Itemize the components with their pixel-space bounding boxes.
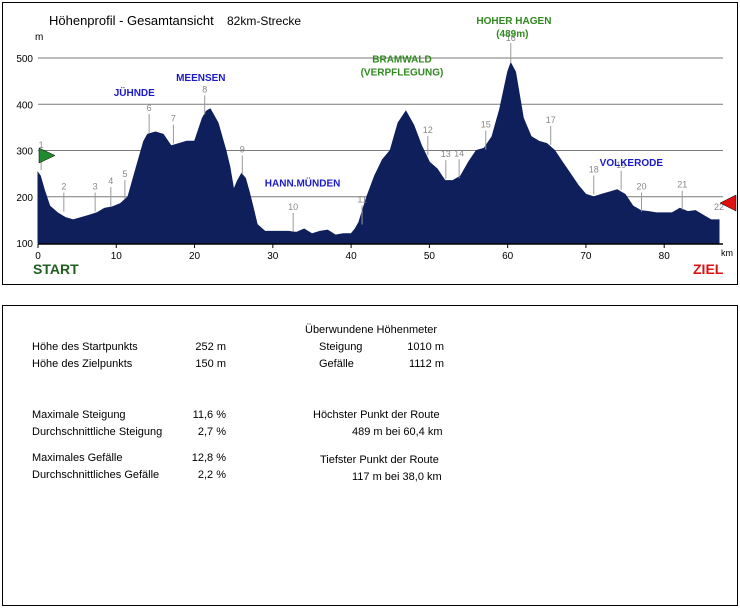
y-axis-unit-label: m — [35, 32, 43, 43]
waypoint-label: 9 — [240, 145, 245, 155]
chart-title: Höhenprofil - Gesamtansicht — [49, 13, 214, 28]
y-tick-label: 400 — [16, 100, 33, 111]
y-tick-label: 500 — [16, 54, 33, 65]
waypoint-label: 6 — [147, 103, 152, 113]
avg-climb-label: Durchschnittliche Steigung — [32, 426, 163, 438]
waypoint-label: 1 — [39, 140, 44, 150]
highest-point-label: Höchster Punkt der Route — [313, 409, 440, 421]
waypoint-label: 22 — [714, 202, 724, 212]
waypoint-label: 10 — [288, 202, 298, 212]
waypoint-label: 4 — [108, 176, 113, 186]
x-tick-label: 50 — [424, 251, 436, 262]
lowest-point-label: Tiefster Punkt der Route — [320, 454, 439, 466]
place-label: HOHER HAGEN — [476, 16, 551, 27]
highest-point-value: 489 m bei 60,4 km — [352, 426, 443, 438]
route-statistics-panel: Höhe des Startpunkts 252 m Höhe des Ziel… — [2, 305, 738, 606]
waypoint-label: 15 — [481, 120, 491, 130]
place-label: (VERPFLEGUNG) — [361, 68, 444, 79]
elevation-gain-header: Überwundene Höhenmeter — [305, 324, 438, 336]
end-height-label: Höhe des Zielpunkts — [32, 358, 133, 370]
end-height-value: 150 m — [195, 358, 226, 370]
max-descent-label: Maximales Gefälle — [32, 452, 123, 464]
panel-separator — [0, 288, 740, 304]
start-flag-icon — [38, 147, 56, 164]
avg-climb-value: 2,7 % — [197, 426, 226, 438]
x-tick-label: 60 — [502, 251, 514, 262]
waypoint-label: 3 — [93, 182, 98, 192]
x-tick-label: 20 — [189, 251, 201, 262]
waypoint-label: 16 — [506, 33, 516, 43]
waypoint-label: 5 — [122, 169, 127, 179]
avg-descent-label: Durchschnittliches Gefälle — [32, 469, 160, 481]
finish-label: ZIEL — [693, 261, 724, 277]
avg-descent-value: 2,2 % — [197, 469, 226, 481]
finish-flag-icon — [719, 194, 737, 212]
start-height-value: 252 m — [195, 341, 226, 353]
waypoint-label: 20 — [636, 182, 646, 192]
waypoint-label: 8 — [202, 84, 207, 94]
chart-subtitle: 82km-Strecke — [227, 14, 301, 28]
x-tick-label: 30 — [267, 251, 279, 262]
start-label: START — [33, 261, 79, 277]
waypoint-label: 17 — [546, 115, 556, 125]
descent-value: 1112 m — [408, 358, 444, 370]
x-tick-label: 10 — [111, 251, 123, 262]
place-label: BRAMWALD — [372, 55, 431, 66]
max-climb-value: 11,6 % — [192, 409, 226, 421]
waypoint-label: 19 — [616, 160, 626, 170]
x-tick-label: 0 — [35, 251, 41, 262]
x-tick-label: 70 — [580, 251, 592, 262]
climb-label: Steigung — [319, 341, 363, 353]
start-height-label: Höhe des Startpunkts — [32, 341, 138, 353]
place-label: (489m) — [496, 29, 528, 40]
x-tick-label: 40 — [346, 251, 358, 262]
max-climb-label: Maximale Steigung — [32, 409, 126, 421]
waypoint-label: 18 — [589, 164, 599, 174]
place-label: VOLKERODE — [600, 158, 664, 169]
waypoint-label: 11 — [357, 195, 366, 205]
waypoint-label: 2 — [61, 182, 66, 192]
waypoint-label: 12 — [423, 125, 433, 135]
y-tick-label: 100 — [16, 239, 33, 250]
place-label: JÜHNDE — [114, 86, 155, 99]
waypoint-label: 14 — [454, 148, 464, 158]
place-label: MEENSEN — [176, 73, 225, 84]
waypoint-label: 13 — [441, 149, 451, 159]
y-tick-label: 200 — [16, 193, 33, 204]
x-axis-unit-label: km — [721, 248, 733, 258]
x-tick-label: 80 — [659, 251, 671, 262]
waypoint-label: 7 — [171, 114, 176, 124]
waypoint-label: 21 — [677, 180, 687, 190]
lowest-point-value: 117 m bei 38,0 km — [352, 471, 442, 483]
elevation-profile-panel: Höhenprofil - Gesamtansicht 82km-Strecke… — [2, 2, 738, 285]
elevation-chart: Höhenprofil - Gesamtansicht 82km-Strecke… — [16, 13, 737, 277]
y-tick-label: 300 — [16, 147, 33, 158]
climb-value: 1010 m — [407, 341, 444, 353]
max-descent-value: 12,8 % — [191, 452, 226, 464]
place-label: HANN.MÜNDEN — [265, 177, 341, 190]
descent-label: Gefälle — [319, 358, 354, 370]
elevation-area — [37, 61, 720, 244]
